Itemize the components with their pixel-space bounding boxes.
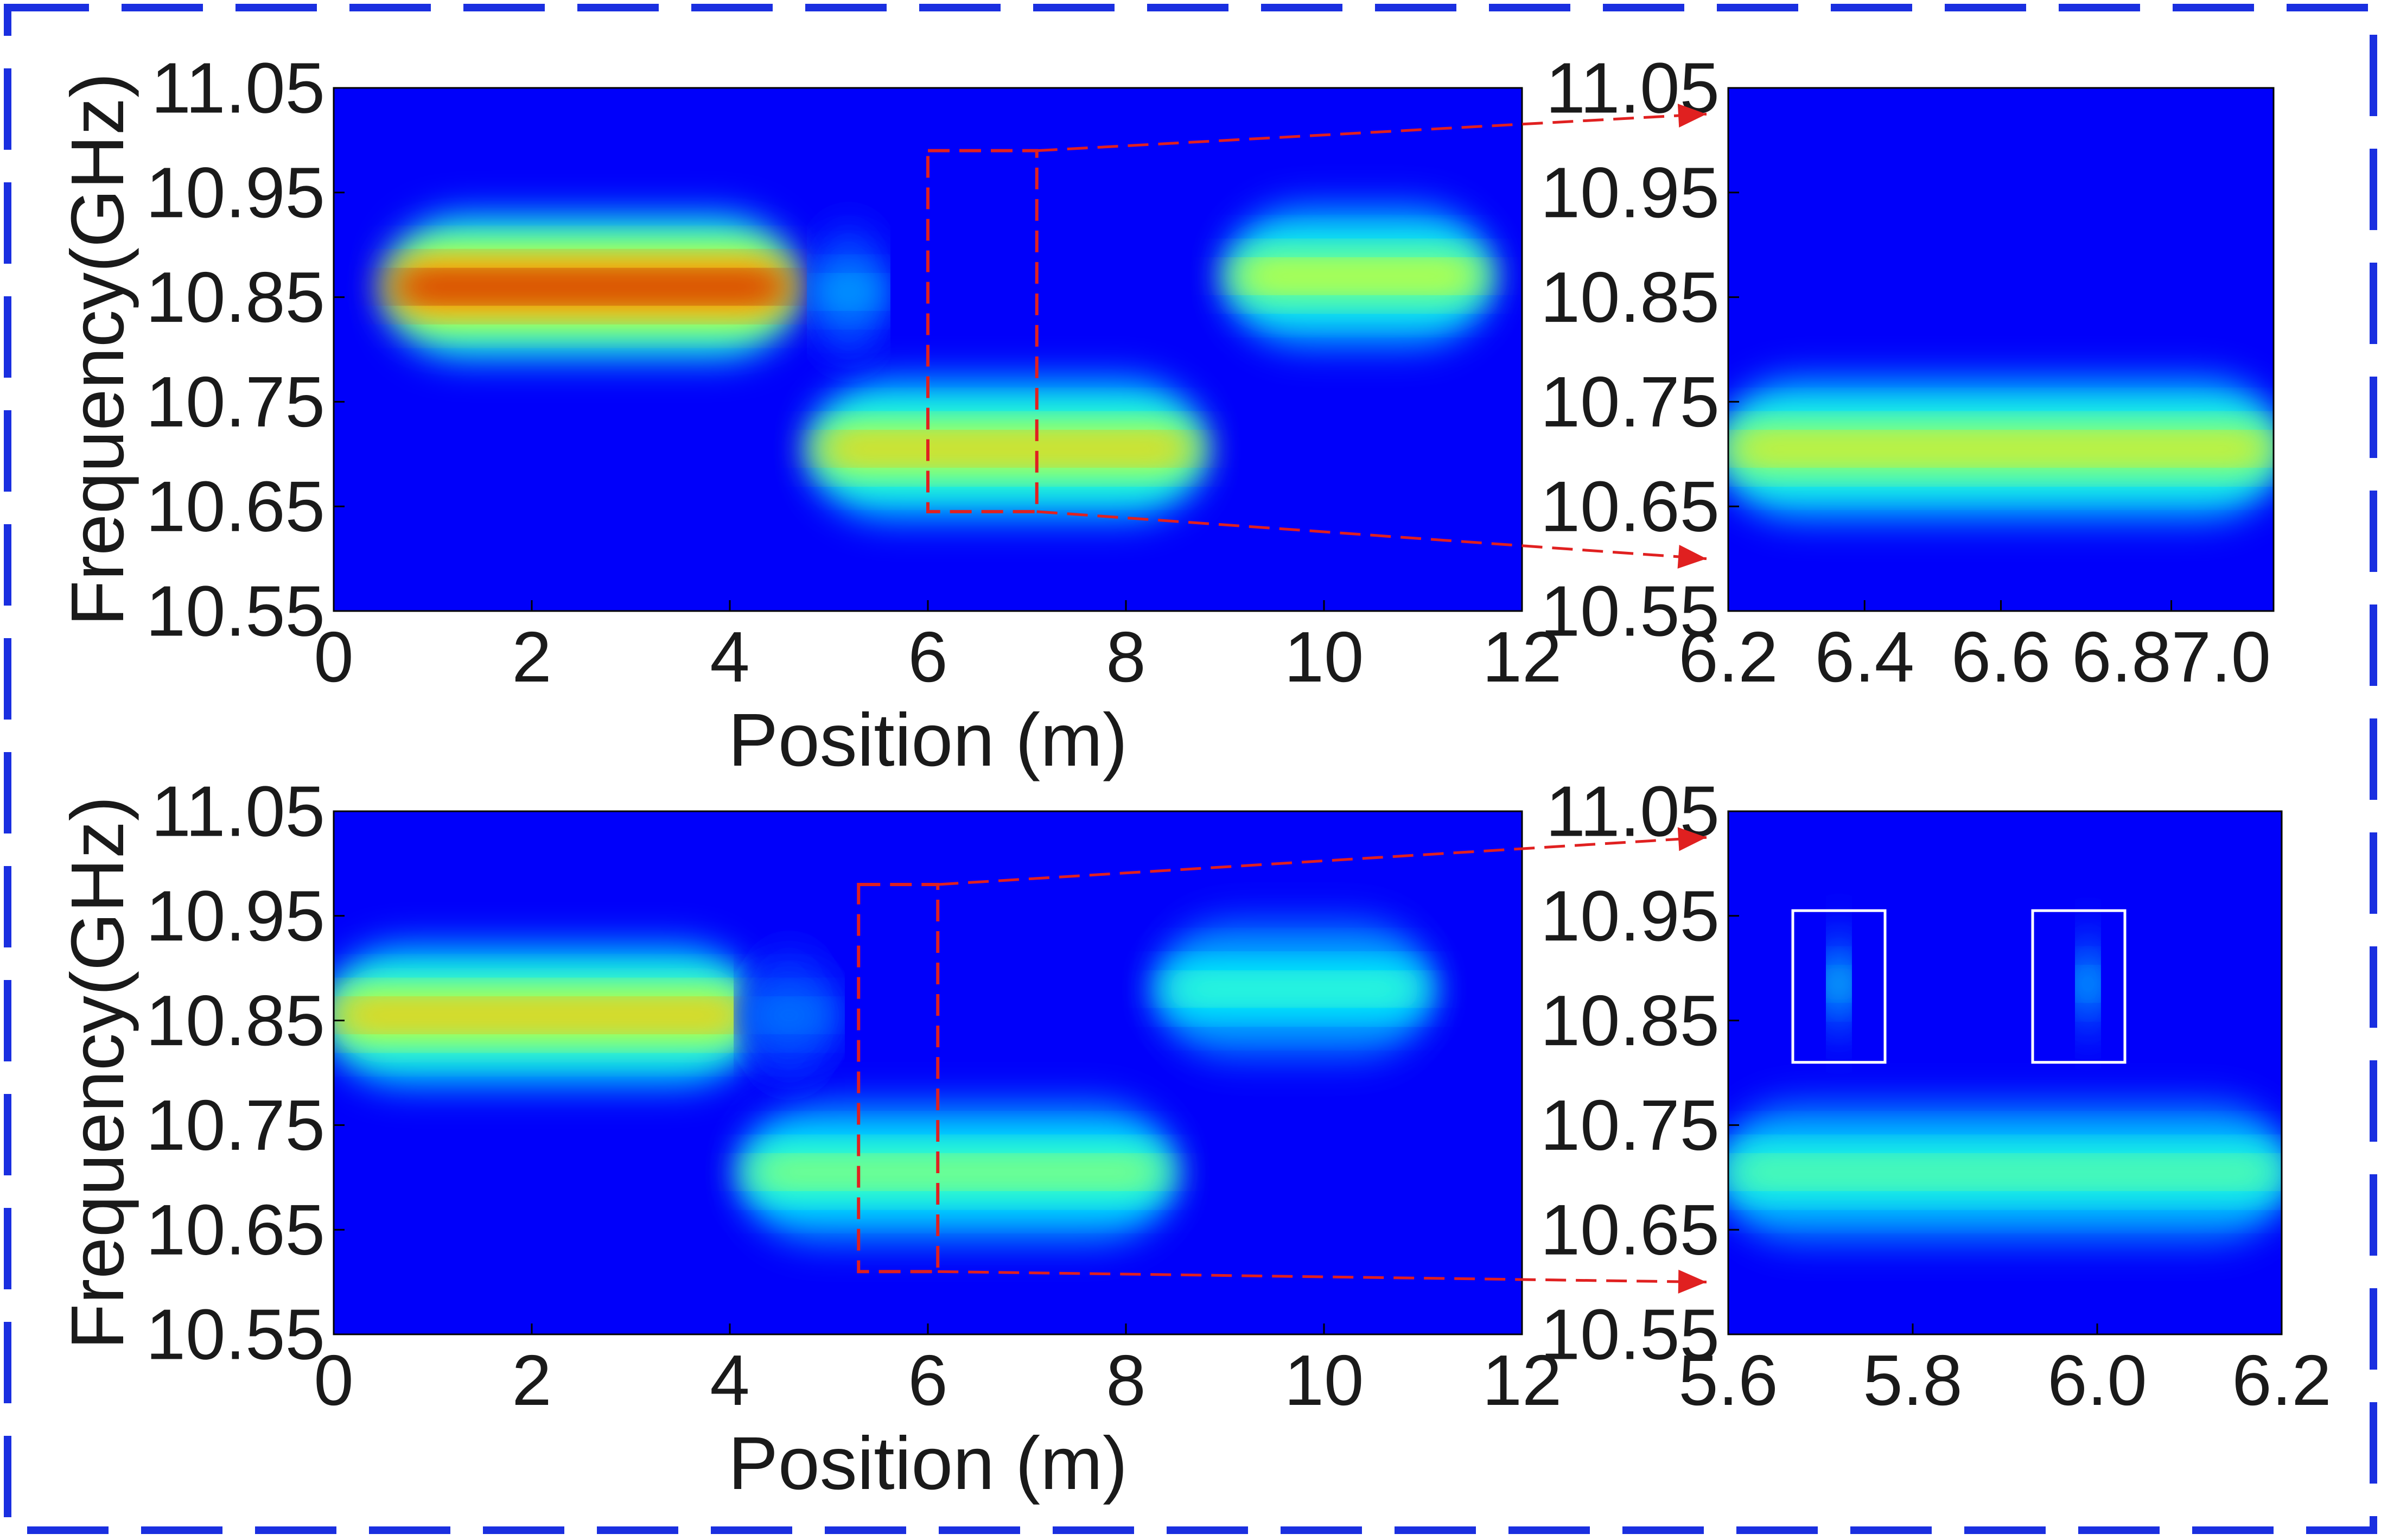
x-tick-label: 2 — [512, 1340, 551, 1420]
y-tick-label: 10.65 — [1540, 1190, 1720, 1270]
y-tick-label: 10.85 — [1540, 981, 1720, 1060]
zoom-connector-line — [938, 836, 1707, 886]
x-tick-label: 5.8 — [1863, 1340, 1963, 1420]
y-tick-label: 10.85 — [1540, 257, 1720, 337]
y-tick-label: 10.55 — [1540, 571, 1720, 651]
zoom-connector-arrowhead — [1677, 545, 1707, 569]
x-tick-label: 6.87.0 — [2072, 617, 2271, 697]
x-tick-label: 6.0 — [2047, 1340, 2147, 1420]
heatmap-band — [334, 1006, 750, 1025]
y-tick-label: 10.75 — [146, 362, 325, 442]
y-tick-label: 10.95 — [1540, 876, 1720, 956]
x-tick-label: 6.2 — [1678, 617, 1778, 697]
heatmap-band — [1234, 266, 1482, 286]
x-tick-label: 10 — [1284, 617, 1364, 697]
y-tick-label: 10.75 — [146, 1085, 325, 1165]
y-tick-label: 10.65 — [1540, 467, 1720, 546]
x-tick-label: 4 — [710, 617, 749, 697]
y-axis-label: Frequency(GHz) — [56, 73, 139, 626]
zoom-connector-line — [938, 1270, 1707, 1284]
x-tick-label: 2 — [512, 617, 551, 697]
panel-top-main: 10.55 10.65 10.75 10.85 10.95 11.05 0 2 4 6 8 10 12 P… — [56, 48, 1562, 782]
y-tick-label: 10.75 — [1540, 362, 1720, 442]
zoom-region-box — [857, 882, 940, 1274]
x-tick-label: 6.6 — [1951, 617, 2051, 697]
plot-background — [1728, 88, 2274, 611]
x-axis-label: Position (m) — [728, 1422, 1128, 1505]
heatmap-band — [1728, 439, 2274, 459]
heatmap-band — [2079, 974, 2097, 994]
dashed-frame — [4, 4, 2377, 1534]
x-tick-label: 6.4 — [1815, 617, 1915, 697]
heatmap-band — [1830, 974, 1848, 994]
heatmap-band — [749, 1162, 1166, 1182]
x-tick-label: 10 — [1284, 1340, 1364, 1420]
y-tick-label: 10.65 — [146, 1190, 325, 1270]
zoom-region-box — [926, 149, 1039, 513]
heatmap-band — [819, 439, 1195, 459]
y-tick-label: 10.85 — [146, 981, 325, 1060]
x-tick-label: 12 — [1482, 617, 1562, 697]
zoom-connector-line — [1036, 510, 1707, 561]
zoom-connector-arrowhead — [1677, 827, 1707, 851]
y-tick-label: 10.55 — [146, 571, 325, 651]
heatmap-band — [393, 277, 790, 296]
y-tick-label: 10.95 — [146, 152, 325, 232]
highlight-window-box — [1791, 909, 1887, 1064]
x-tick-label: 4 — [710, 1340, 749, 1420]
y-tick-label: 10.95 — [1540, 152, 1720, 232]
y-tick-label: 11.05 — [151, 48, 325, 128]
y-axis-label: Frequency(GHz) — [56, 796, 139, 1350]
y-tick-label: 11.05 — [151, 772, 325, 851]
heatmap-band — [1166, 979, 1423, 999]
zoom-connector-arrowhead — [1677, 104, 1707, 128]
x-tick-label: 6.2 — [2232, 1340, 2332, 1420]
x-tick-label: 6 — [908, 1340, 947, 1420]
panel-bottom-main: 10.55 10.65 10.75 10.85 10.95 11.05 0 2 4 6 8 10 12 P… — [56, 772, 1562, 1506]
heatmap-band — [819, 282, 878, 302]
heatmap-band — [1728, 1162, 2282, 1182]
y-tick-label: 10.55 — [146, 1295, 325, 1374]
x-tick-label: 12 — [1482, 1340, 1562, 1420]
x-tick-label: 0 — [314, 617, 353, 697]
y-tick-label: 10.75 — [1540, 1085, 1720, 1165]
heatmap-band — [749, 1006, 829, 1025]
y-tick-label: 10.85 — [146, 257, 325, 337]
y-tick-label: 10.65 — [146, 467, 325, 546]
x-axis-label: Position (m) — [728, 698, 1128, 782]
x-tick-label: 5.6 — [1678, 1340, 1778, 1420]
x-tick-label: 6 — [908, 617, 947, 697]
plot-border — [1727, 810, 2283, 1335]
x-tick-label: 8 — [1106, 617, 1145, 697]
zoom-connector-line — [1036, 112, 1707, 152]
y-tick-label: 10.55 — [1540, 1295, 1720, 1374]
x-tick-label: 8 — [1106, 1340, 1145, 1420]
plot-background — [1728, 811, 2282, 1334]
zoom-connector-arrowhead — [1678, 1269, 1707, 1294]
y-tick-label: 10.95 — [146, 876, 325, 956]
highlight-window-box — [2031, 909, 2127, 1064]
x-tick-label: 0 — [314, 1340, 353, 1420]
